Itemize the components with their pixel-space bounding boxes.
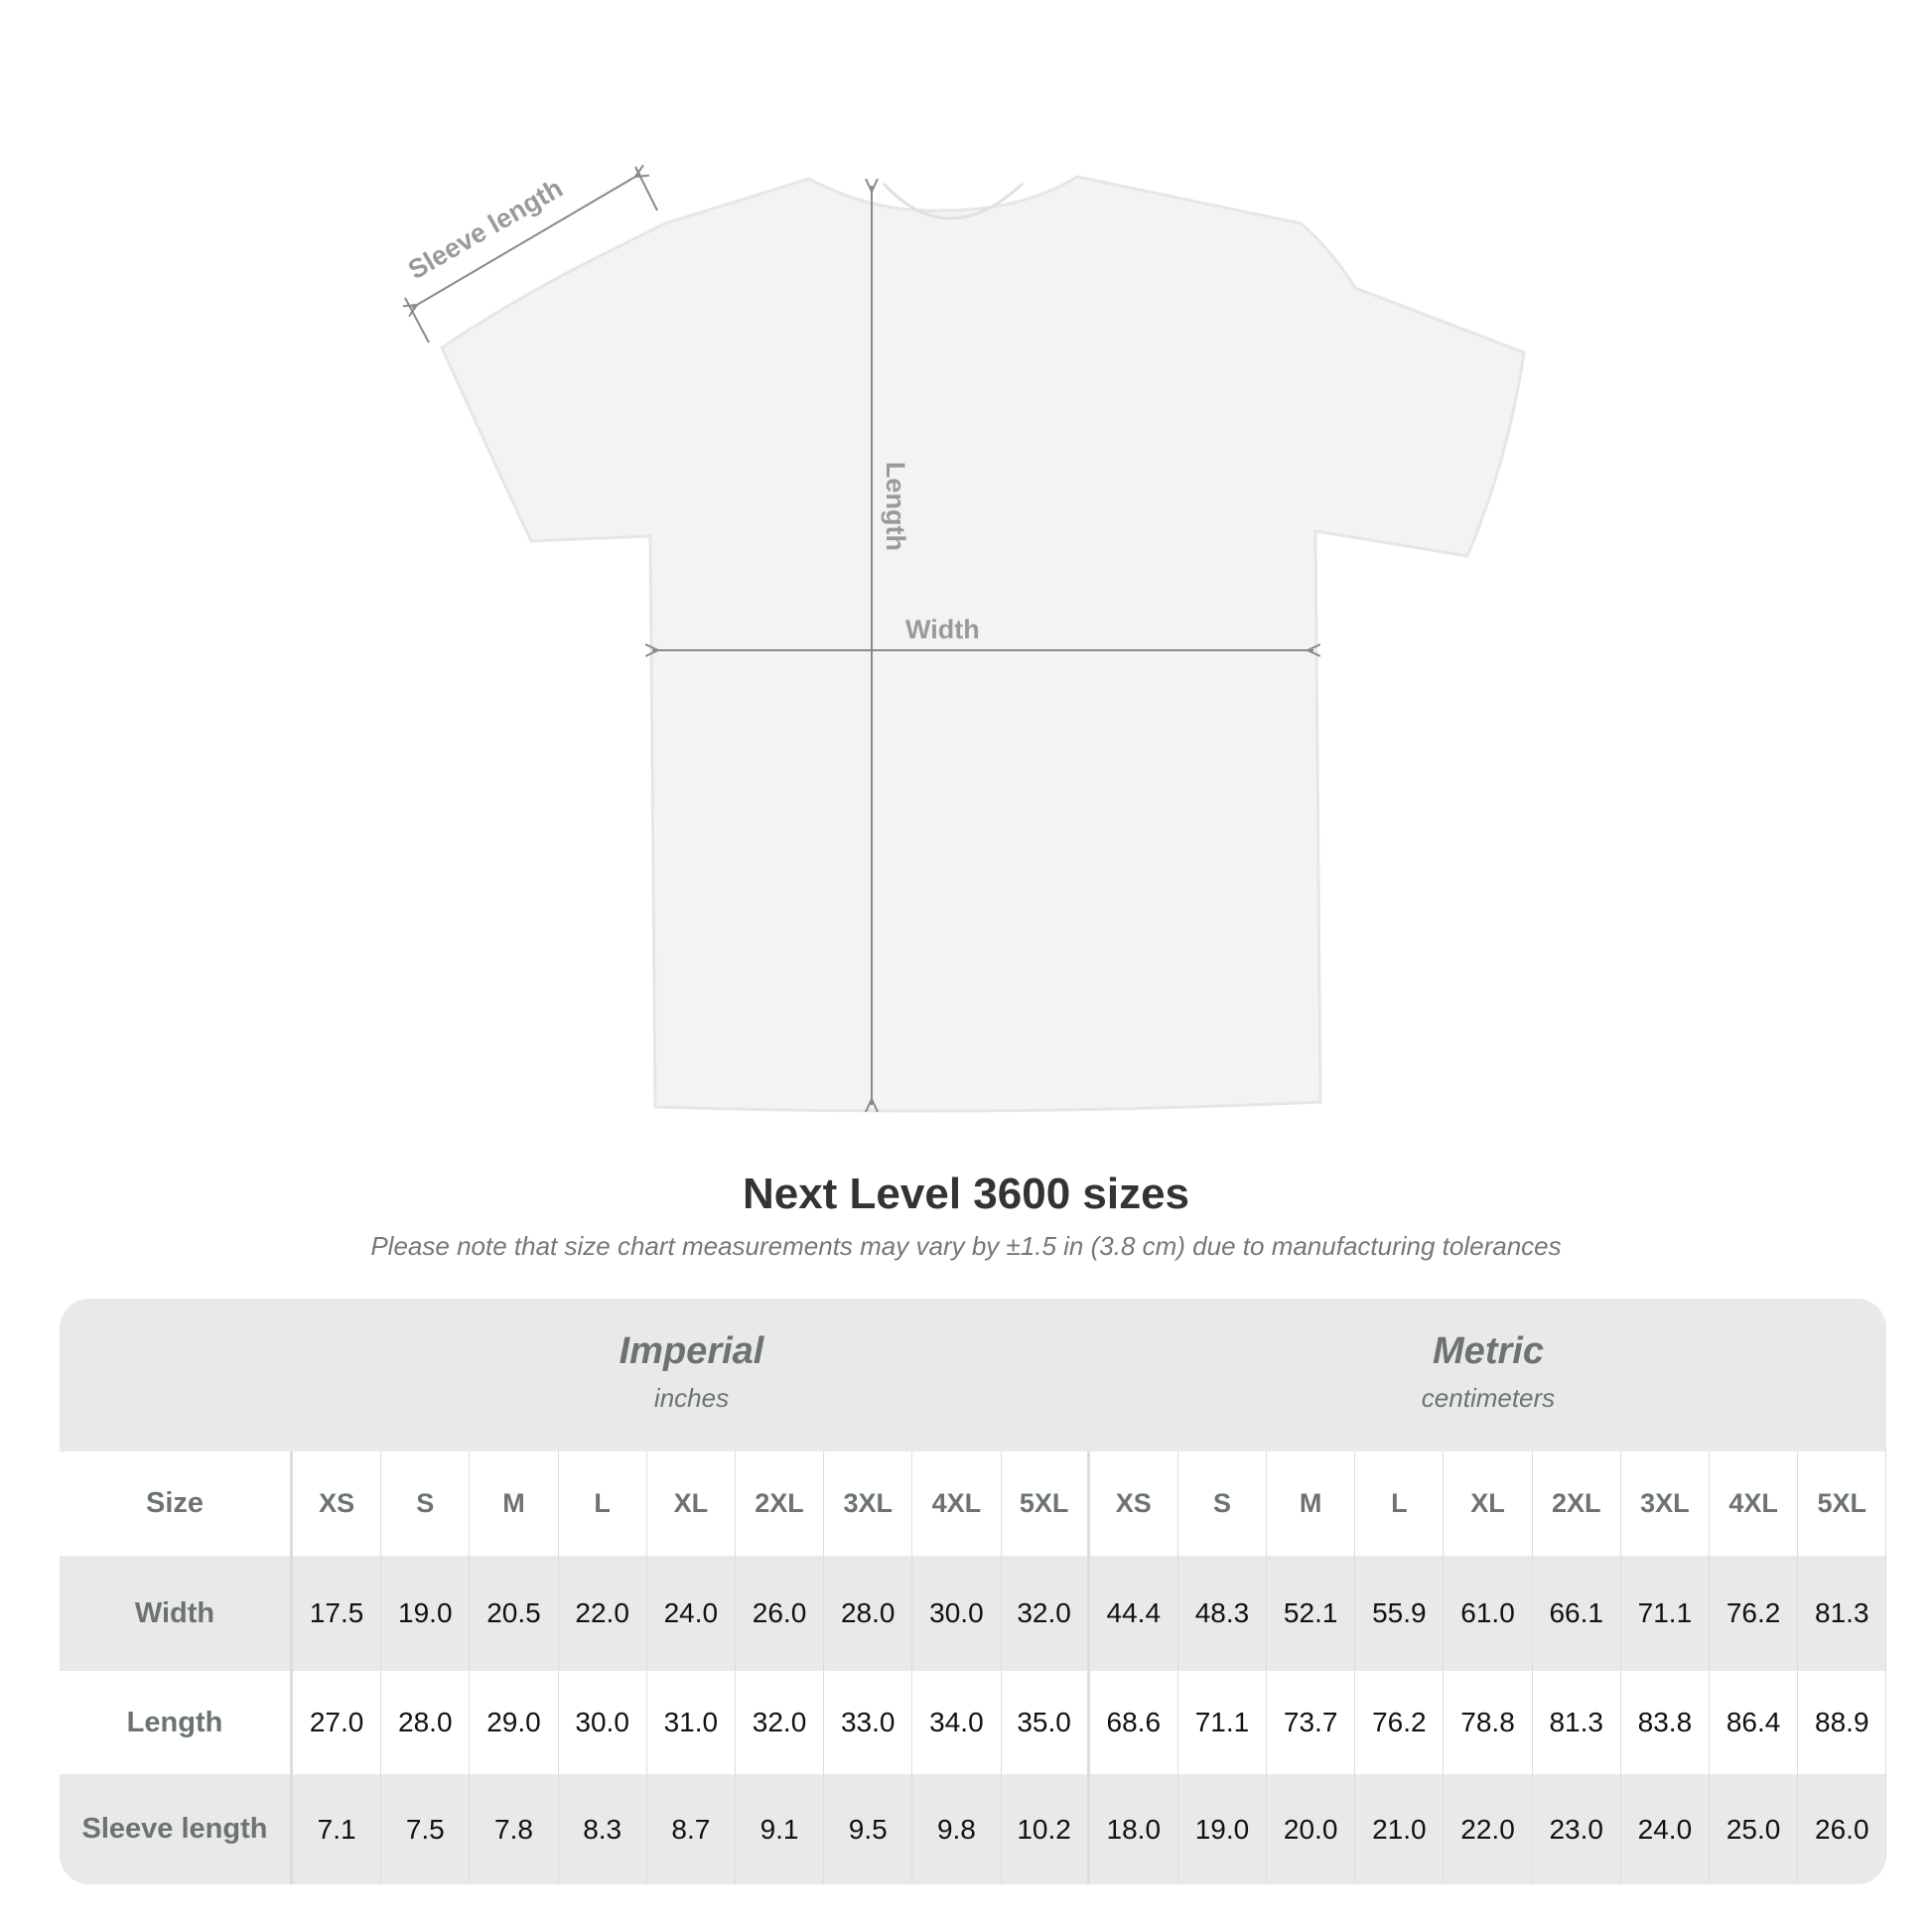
row-label: Length [60,1671,293,1774]
row-label: Sleeve length [60,1774,293,1884]
size-cell: 3XL [824,1451,913,1556]
tshirt-shape [440,175,1526,1113]
value-cell: 28.0 [824,1556,913,1671]
value-cell: 9.8 [912,1774,1002,1884]
size-header-row: Size XS S M L XL 2XL 3XL 4XL 5XL XS S M L XL 2XL 3XL 4XL 5… [60,1451,1886,1556]
table-row: Sleeve length 7.1 7.5 7.8 8.3 8.7 9.1 9.5 9.8 10.… [60,1774,1886,1884]
size-cell: XL [1444,1451,1533,1556]
value-cell: 30.0 [559,1671,647,1774]
value-cell: 7.1 [293,1774,382,1884]
metric-header: Metric centimeters [1090,1299,1886,1451]
size-cell: XL [647,1451,736,1556]
size-cell: 3XL [1621,1451,1710,1556]
value-cell: 26.0 [736,1556,825,1671]
value-cell: 22.0 [1444,1774,1533,1884]
value-cell: 86.4 [1710,1671,1799,1774]
imperial-title: Imperial [619,1330,764,1372]
value-cell: 29.0 [470,1671,559,1774]
table-row: Length 27.0 28.0 29.0 30.0 31.0 32.0 33.0 34.0 35… [60,1671,1886,1774]
value-cell: 71.1 [1621,1556,1710,1671]
sleeve-arrow [412,174,640,308]
value-cell: 55.9 [1355,1556,1445,1671]
page-subtitle: Please note that size chart measurements… [370,1231,1562,1261]
value-cell: 32.0 [1002,1556,1090,1671]
size-cell: M [470,1451,559,1556]
size-table: Imperial inches Metric centimeters Size X… [60,1299,1886,1884]
value-cell: 81.3 [1798,1556,1886,1671]
row-label: Width [60,1556,293,1671]
size-cell: L [1355,1451,1445,1556]
value-cell: 30.0 [912,1556,1002,1671]
size-cell: L [559,1451,647,1556]
value-cell: 10.2 [1002,1774,1090,1884]
sleeve-label: Sleeve length [403,173,568,285]
value-cell: 21.0 [1355,1774,1445,1884]
value-cell: 26.0 [1798,1774,1886,1884]
value-cell: 76.2 [1355,1671,1445,1774]
value-cell: 31.0 [647,1671,736,1774]
value-cell: 73.7 [1267,1671,1356,1774]
value-cell: 27.0 [293,1671,382,1774]
value-cell: 24.0 [1621,1774,1710,1884]
value-cell: 7.8 [470,1774,559,1884]
size-cell: XS [1090,1451,1178,1556]
tshirt-diagram: Sleeve length Length Width [0,0,1526,1113]
value-cell: 78.8 [1444,1671,1533,1774]
value-cell: 18.0 [1090,1774,1178,1884]
metric-unit: centimeters [1421,1383,1556,1413]
size-cell: S [381,1451,471,1556]
size-cell: 4XL [912,1451,1002,1556]
size-cell: XS [293,1451,382,1556]
value-cell: 81.3 [1533,1671,1621,1774]
value-cell: 20.5 [470,1556,559,1671]
value-cell: 33.0 [824,1671,913,1774]
value-cell: 32.0 [736,1671,825,1774]
value-cell: 24.0 [647,1556,736,1671]
value-cell: 17.5 [293,1556,382,1671]
value-cell: 66.1 [1533,1556,1621,1671]
value-cell: 83.8 [1621,1671,1710,1774]
value-cell: 35.0 [1002,1671,1090,1774]
value-cell: 7.5 [381,1774,471,1884]
value-cell: 19.0 [1178,1774,1268,1884]
value-cell: 52.1 [1267,1556,1356,1671]
value-cell: 8.7 [647,1774,736,1884]
value-cell: 20.0 [1267,1774,1356,1884]
width-label: Width [905,615,980,644]
value-cell: 23.0 [1533,1774,1621,1884]
size-cell: M [1267,1451,1356,1556]
value-cell: 71.1 [1178,1671,1268,1774]
size-cell: 2XL [736,1451,825,1556]
value-cell: 68.6 [1090,1671,1178,1774]
size-cell: 2XL [1533,1451,1621,1556]
value-cell: 61.0 [1444,1556,1533,1671]
row-label: Size [60,1451,293,1556]
metric-title: Metric [1433,1330,1544,1372]
value-cell: 19.0 [381,1556,471,1671]
page-title: Next Level 3600 sizes [742,1170,1190,1218]
size-cell: 5XL [1002,1451,1090,1556]
size-cell: S [1178,1451,1268,1556]
length-label: Length [881,462,910,551]
value-cell: 9.1 [736,1774,825,1884]
value-cell: 22.0 [559,1556,647,1671]
imperial-header: Imperial inches [293,1299,1090,1451]
value-cell: 8.3 [559,1774,647,1884]
value-cell: 76.2 [1710,1556,1799,1671]
value-cell: 48.3 [1178,1556,1268,1671]
table-row: Width 17.5 19.0 20.5 22.0 24.0 26.0 28.0 30.0 32.… [60,1556,1886,1671]
value-cell: 9.5 [824,1774,913,1884]
value-cell: 44.4 [1090,1556,1178,1671]
value-cell: 25.0 [1710,1774,1799,1884]
value-cell: 34.0 [912,1671,1002,1774]
size-cell: 5XL [1798,1451,1886,1556]
value-cell: 28.0 [381,1671,471,1774]
value-cell: 88.9 [1798,1671,1886,1774]
imperial-unit: inches [653,1383,730,1413]
size-cell: 4XL [1710,1451,1799,1556]
